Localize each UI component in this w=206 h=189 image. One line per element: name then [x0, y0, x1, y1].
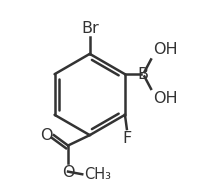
- Text: CH₃: CH₃: [84, 167, 111, 182]
- Text: OH: OH: [153, 42, 178, 57]
- Text: B: B: [137, 67, 148, 82]
- Text: F: F: [122, 131, 131, 146]
- Text: O: O: [62, 165, 74, 180]
- Text: Br: Br: [81, 21, 99, 36]
- Text: O: O: [40, 128, 52, 143]
- Text: OH: OH: [153, 91, 178, 106]
